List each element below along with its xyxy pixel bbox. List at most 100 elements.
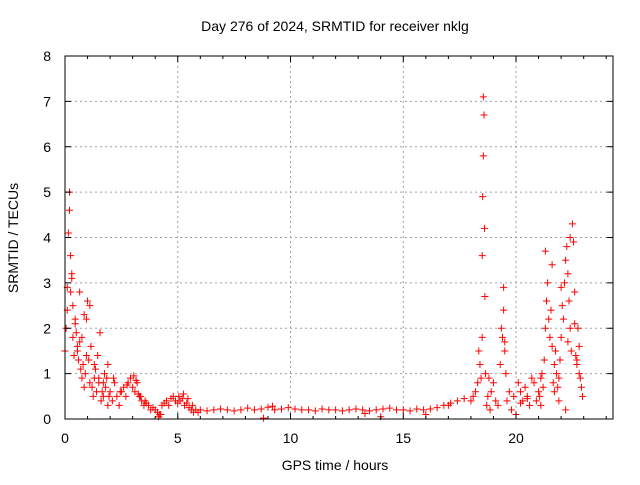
data-point	[433, 404, 441, 412]
data-point	[476, 361, 484, 369]
data-point	[352, 405, 360, 413]
data-point	[78, 333, 86, 341]
data-point	[108, 397, 116, 405]
data-point	[575, 342, 583, 350]
data-point	[579, 392, 587, 400]
data-point	[573, 356, 581, 364]
data-point	[564, 338, 572, 346]
data-point	[111, 379, 119, 387]
data-point	[87, 342, 95, 350]
data-point	[505, 388, 513, 396]
data-point	[123, 381, 131, 389]
data-point	[498, 333, 506, 341]
data-point	[175, 392, 183, 400]
data-point	[570, 238, 578, 246]
y-tick-label: 5	[43, 184, 51, 200]
data-point	[332, 406, 340, 414]
data-point	[165, 401, 173, 409]
data-point	[541, 324, 549, 332]
data-point	[532, 397, 540, 405]
data-point	[555, 374, 563, 382]
data-point	[338, 407, 346, 415]
data-points	[61, 93, 587, 422]
data-point	[271, 406, 279, 414]
data-point	[244, 404, 252, 412]
data-point	[406, 407, 414, 415]
data-point	[478, 333, 486, 341]
data-point	[184, 395, 192, 403]
data-point	[94, 351, 102, 359]
data-point	[137, 392, 145, 400]
x-axis-label: GPS time / hours	[282, 457, 389, 473]
grid	[65, 56, 613, 419]
data-point	[500, 306, 508, 314]
data-point	[325, 406, 333, 414]
y-tick-label: 7	[43, 93, 51, 109]
data-point	[217, 405, 225, 413]
data-point	[82, 315, 90, 323]
data-point	[480, 111, 488, 119]
data-point	[517, 399, 525, 407]
data-point	[542, 297, 550, 305]
data-point	[100, 370, 108, 378]
data-point	[572, 351, 580, 359]
data-point	[496, 361, 504, 369]
data-point	[483, 401, 491, 409]
data-point	[64, 229, 72, 237]
data-point	[122, 392, 130, 400]
data-point	[144, 401, 152, 409]
data-point	[69, 302, 77, 310]
data-point	[361, 410, 369, 418]
data-point	[502, 370, 510, 378]
data-point	[85, 356, 93, 364]
data-point	[188, 401, 196, 409]
data-point	[537, 401, 545, 409]
data-point	[487, 388, 495, 396]
data-point	[359, 406, 367, 414]
data-point	[89, 392, 97, 400]
data-point	[550, 361, 558, 369]
data-point	[503, 397, 511, 405]
data-point	[479, 152, 487, 160]
data-point	[486, 406, 494, 414]
y-tick-label: 1	[43, 366, 51, 382]
data-point	[372, 406, 380, 414]
data-point	[576, 374, 584, 382]
data-point	[132, 376, 140, 384]
data-point	[104, 361, 112, 369]
data-point	[69, 333, 77, 341]
data-point	[568, 220, 576, 228]
axis-ticks	[64, 55, 613, 420]
data-point	[68, 270, 76, 278]
data-point	[508, 406, 516, 414]
data-point	[517, 388, 525, 396]
data-point	[318, 405, 326, 413]
data-point	[179, 390, 187, 398]
data-point	[557, 283, 565, 291]
data-point	[510, 392, 518, 400]
data-point	[365, 407, 373, 415]
data-point	[475, 347, 483, 355]
data-point	[95, 374, 103, 382]
data-point	[81, 370, 89, 378]
chart-title: Day 276 of 2024, SRMTID for receiver nkl…	[201, 18, 469, 34]
data-point	[379, 405, 387, 413]
data-point	[86, 302, 94, 310]
data-point	[480, 224, 488, 232]
data-point	[444, 401, 452, 409]
x-tick-labels: 0 5 10 15 20	[61, 430, 524, 446]
data-point	[489, 379, 497, 387]
data-point	[66, 206, 74, 214]
data-point	[284, 404, 292, 412]
data-point	[97, 397, 105, 405]
data-point	[75, 356, 83, 364]
y-tick-label: 0	[43, 411, 51, 427]
data-point	[479, 193, 487, 201]
data-point	[557, 333, 565, 341]
data-point	[471, 388, 479, 396]
y-tick-label: 8	[43, 48, 51, 64]
y-tick-label: 6	[43, 139, 51, 155]
data-point	[477, 374, 485, 382]
data-point	[99, 379, 107, 387]
